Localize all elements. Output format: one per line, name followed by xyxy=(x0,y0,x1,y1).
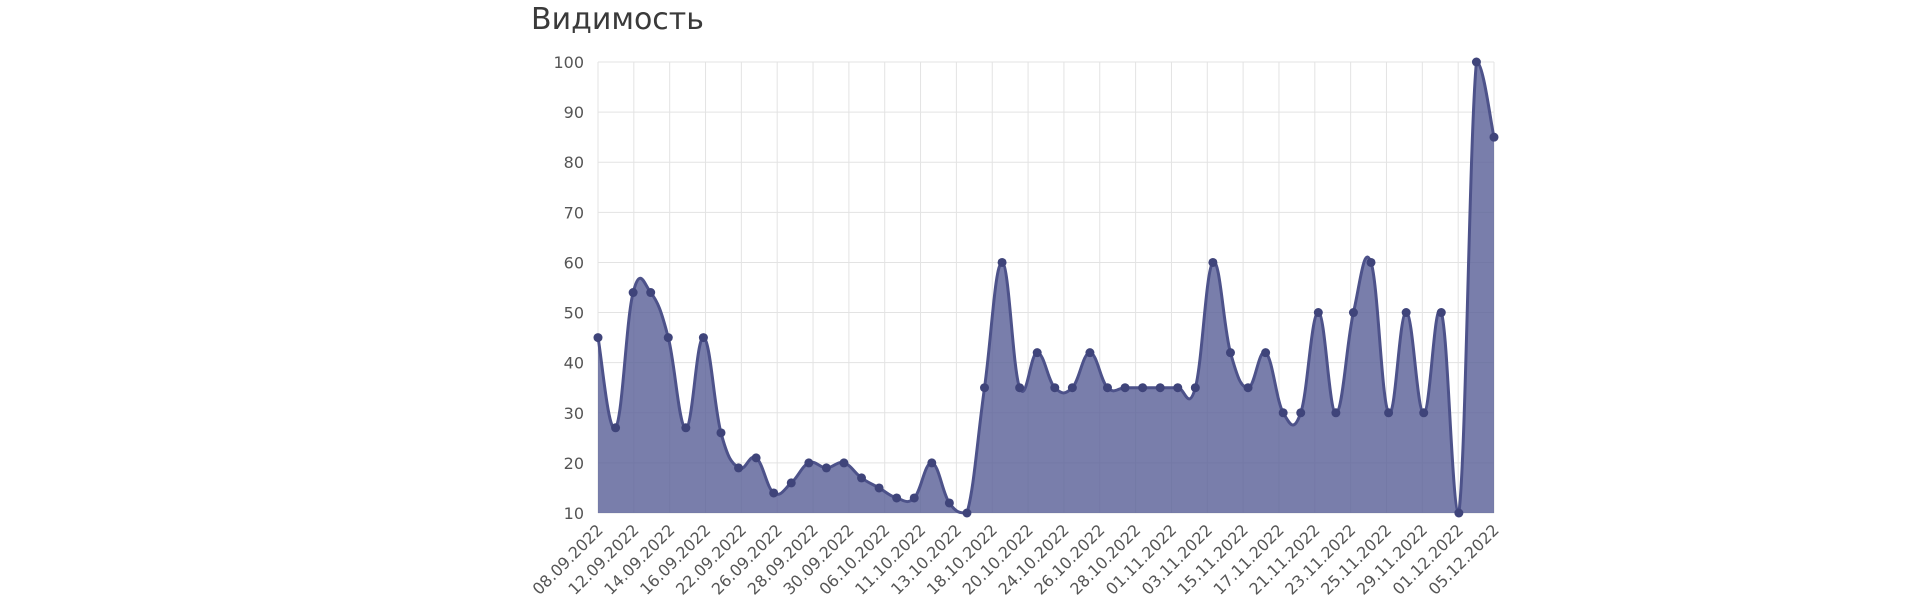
data-point xyxy=(892,493,902,503)
data-point xyxy=(1015,383,1025,393)
data-point xyxy=(769,488,779,498)
data-point xyxy=(1243,383,1253,393)
data-point xyxy=(1225,348,1235,358)
data-point xyxy=(1190,383,1200,393)
data-point xyxy=(628,288,638,298)
data-point xyxy=(1366,257,1376,267)
data-point xyxy=(734,463,744,473)
data-point xyxy=(927,458,937,468)
data-point xyxy=(1138,383,1148,393)
data-point xyxy=(698,333,708,343)
data-point xyxy=(1401,308,1411,318)
data-point xyxy=(1067,383,1077,393)
y-tick-label: 80 xyxy=(564,153,584,172)
area-series xyxy=(596,60,1496,515)
y-tick-label: 10 xyxy=(564,504,584,523)
data-point xyxy=(1032,348,1042,358)
y-tick-label: 90 xyxy=(564,103,584,122)
data-point xyxy=(786,478,796,488)
y-tick-label: 100 xyxy=(553,53,584,72)
data-point xyxy=(1313,308,1323,318)
data-point xyxy=(962,508,972,518)
data-point xyxy=(593,333,603,343)
data-point xyxy=(751,453,761,463)
data-point xyxy=(611,423,621,433)
data-point xyxy=(1348,308,1358,318)
data-point xyxy=(1296,408,1306,418)
data-point xyxy=(839,458,849,468)
data-point xyxy=(874,483,884,493)
data-point xyxy=(663,333,673,343)
y-tick-label: 20 xyxy=(564,454,584,473)
data-point xyxy=(1471,57,1481,67)
data-point xyxy=(944,498,954,508)
data-point xyxy=(1102,383,1112,393)
y-tick-label: 60 xyxy=(564,253,584,272)
x-axis-ticks: 08.09.202212.09.202214.09.202216.09.2022… xyxy=(529,520,1503,598)
data-point xyxy=(1050,383,1060,393)
y-tick-label: 40 xyxy=(564,354,584,373)
data-point xyxy=(1261,348,1271,358)
area-fill xyxy=(598,62,1494,513)
y-axis-ticks: 100 90 80 70 60 50 40 30 20 10 xyxy=(553,53,584,523)
data-point xyxy=(997,257,1007,267)
data-point xyxy=(1454,508,1464,518)
data-point xyxy=(857,473,867,483)
y-tick-label: 30 xyxy=(564,404,584,423)
data-point xyxy=(1278,408,1288,418)
y-tick-label: 70 xyxy=(564,203,584,222)
y-tick-label: 50 xyxy=(564,304,584,323)
data-point xyxy=(716,428,726,438)
data-point xyxy=(1384,408,1394,418)
data-point xyxy=(1208,257,1218,267)
data-point xyxy=(980,383,990,393)
data-point xyxy=(909,493,919,503)
data-points xyxy=(593,57,1499,518)
chart-title: Видимость xyxy=(531,2,704,37)
data-point xyxy=(1419,408,1429,418)
data-point xyxy=(1489,132,1499,142)
data-point xyxy=(1436,308,1446,318)
data-point xyxy=(1120,383,1130,393)
data-point xyxy=(646,288,656,298)
data-point xyxy=(1331,408,1341,418)
data-point xyxy=(1155,383,1165,393)
data-point xyxy=(1085,348,1095,358)
data-point xyxy=(1173,383,1183,393)
data-point xyxy=(821,463,831,473)
data-point xyxy=(681,423,691,433)
data-point xyxy=(804,458,814,468)
